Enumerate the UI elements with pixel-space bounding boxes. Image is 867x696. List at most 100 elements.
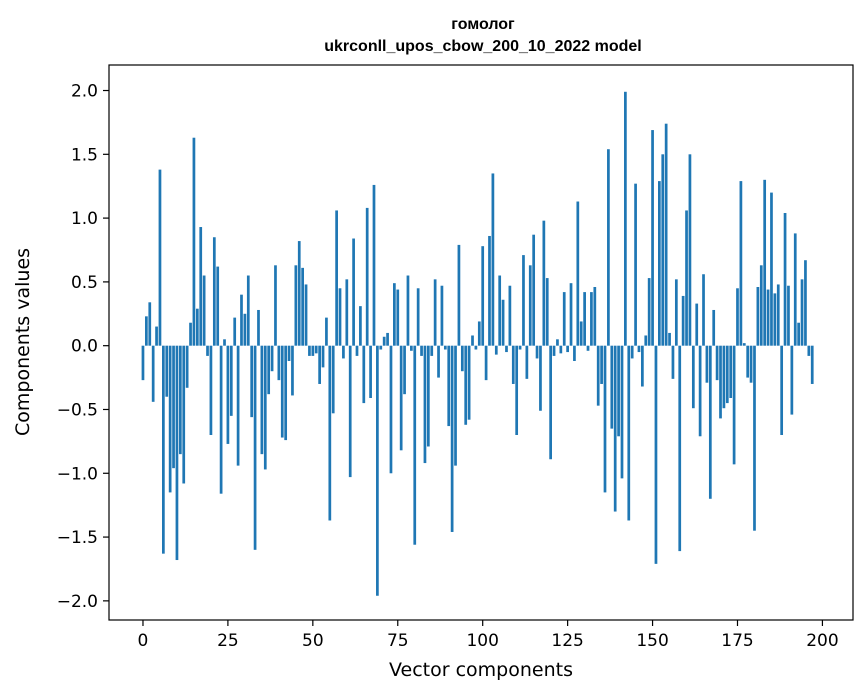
bar	[382, 336, 386, 346]
bar	[287, 345, 291, 361]
bar	[603, 345, 607, 493]
bar	[766, 289, 770, 346]
bar	[498, 275, 502, 346]
bar	[790, 345, 794, 415]
bar	[698, 345, 702, 437]
bar	[178, 345, 182, 455]
x-tick-label: 50	[302, 631, 324, 651]
bar	[325, 317, 328, 346]
bar	[539, 345, 542, 411]
bar	[576, 201, 580, 346]
bar	[474, 345, 478, 350]
bar	[355, 345, 359, 356]
bar	[661, 154, 665, 346]
bar	[148, 302, 152, 346]
bar	[274, 265, 277, 346]
bar	[637, 345, 641, 353]
bar	[311, 345, 315, 356]
bar	[342, 345, 345, 359]
bar	[739, 181, 743, 346]
bar	[569, 283, 573, 346]
y-tick-label: 0.5	[71, 273, 98, 293]
bar	[420, 345, 423, 356]
y-tick-label: 1.5	[71, 145, 98, 165]
y-axis-label: Components values	[12, 248, 34, 436]
bar	[158, 169, 162, 346]
bar	[695, 303, 699, 346]
bar	[742, 343, 746, 346]
bar	[426, 345, 430, 447]
bar	[691, 345, 695, 409]
bar	[406, 275, 410, 346]
bar	[732, 345, 736, 465]
bar	[199, 227, 203, 346]
bar	[165, 345, 169, 397]
bar	[416, 288, 420, 346]
bar	[552, 345, 556, 356]
bar	[454, 345, 457, 466]
bar	[610, 345, 614, 429]
bar	[804, 260, 807, 346]
bar	[359, 306, 362, 346]
bar	[586, 345, 590, 351]
bar	[793, 233, 797, 346]
bar	[681, 295, 685, 346]
bar	[511, 345, 515, 384]
bar	[749, 345, 753, 383]
bar	[318, 345, 321, 384]
bar	[457, 244, 461, 346]
bar	[712, 309, 716, 346]
bar	[151, 345, 155, 402]
bar	[294, 265, 298, 346]
x-tick-label: 150	[636, 631, 668, 651]
bar	[348, 345, 352, 478]
bar	[257, 309, 260, 346]
bar	[664, 123, 668, 346]
x-tick-label: 0	[138, 631, 149, 651]
bar	[314, 345, 318, 354]
bar	[403, 345, 406, 395]
bar	[155, 326, 158, 346]
bar	[168, 345, 172, 493]
bar	[545, 278, 549, 346]
bar	[671, 345, 675, 379]
bar	[736, 288, 739, 346]
bar	[644, 335, 648, 346]
bar	[467, 345, 471, 420]
bar	[641, 345, 644, 387]
bar	[556, 339, 559, 346]
bar	[460, 345, 464, 372]
bar	[206, 345, 209, 356]
bar	[216, 266, 220, 346]
bar	[542, 220, 546, 346]
x-tick-label: 25	[217, 631, 239, 651]
bar	[389, 345, 393, 474]
bar	[566, 345, 569, 353]
bar	[185, 345, 189, 388]
bar	[263, 345, 267, 470]
bars-group	[141, 91, 814, 596]
bar	[447, 345, 451, 427]
bar	[647, 278, 651, 346]
bar	[233, 317, 237, 346]
bar	[267, 345, 271, 395]
x-tick-label: 100	[466, 631, 498, 651]
bar	[525, 345, 529, 379]
bar	[372, 184, 376, 346]
bar	[413, 345, 417, 545]
bar	[246, 275, 250, 346]
bar	[260, 345, 264, 455]
bar	[729, 345, 733, 398]
bar	[393, 283, 396, 346]
bar	[715, 345, 719, 381]
bar	[800, 279, 804, 346]
bar	[162, 345, 165, 554]
bar	[352, 238, 355, 346]
bar	[338, 288, 342, 346]
y-tick-label: 0.0	[71, 337, 98, 357]
bar	[562, 292, 566, 346]
bar	[756, 287, 760, 346]
bar	[443, 345, 447, 350]
bar	[722, 345, 726, 409]
